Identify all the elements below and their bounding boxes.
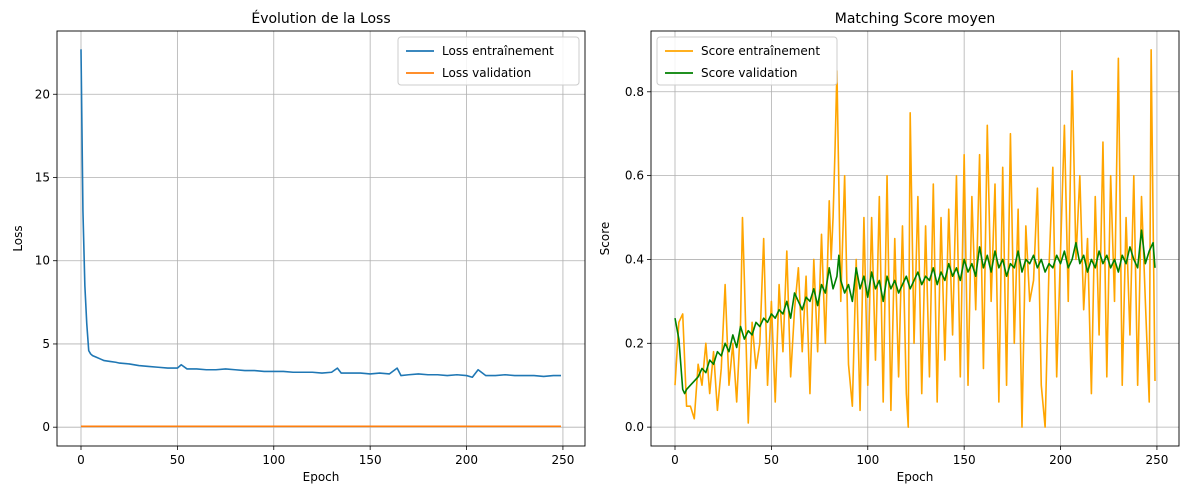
plot-area — [57, 31, 585, 446]
x-tick-label: 250 — [1145, 453, 1168, 467]
legend-box — [397, 36, 580, 86]
x-tick-label: 50 — [170, 453, 185, 467]
x-tick-label: 100 — [262, 453, 285, 467]
x-tick-label: 150 — [953, 453, 976, 467]
chart-title: Évolution de la Loss — [251, 10, 390, 27]
y-tick-label: 10 — [35, 254, 50, 268]
x-axis-label: Epoch — [303, 470, 340, 484]
y-tick-label: 0.2 — [625, 336, 644, 350]
y-axis-label: Loss — [11, 225, 25, 251]
x-tick-label: 200 — [455, 453, 478, 467]
axes-frame — [650, 30, 1180, 447]
x-tick-label: 150 — [359, 453, 382, 467]
y-tick-label: 0 — [42, 420, 50, 434]
chart-title: Matching Score moyen — [835, 11, 995, 27]
y-tick-label: 15 — [35, 170, 50, 184]
x-tick-label: 0 — [671, 453, 679, 467]
x-tick-label: 0 — [77, 453, 85, 467]
legend: Loss entraînement Loss validation — [397, 36, 580, 86]
x-tick-label: 100 — [856, 453, 879, 467]
y-tick-label: 20 — [35, 87, 50, 101]
chart-loss: 0 50 100 150 200 250 0 5 10 15 20 Évolution de la L… — [11, 10, 586, 484]
y-tick-label: 0.4 — [625, 252, 644, 266]
series-line-train — [80, 49, 561, 379]
x-tick-label: 50 — [764, 453, 779, 467]
legend-label: Score entraînement — [701, 44, 820, 58]
chart-matching-score: 0 50 100 150 200 250 0.0 0.2 0.4 0.6 0.8 Matching S… — [598, 11, 1180, 484]
y-tick-label: 0.0 — [625, 420, 644, 434]
axes-frame — [56, 30, 586, 447]
legend-label: Score validation — [701, 66, 798, 80]
y-tick-label: 0.8 — [625, 85, 644, 99]
legend: Score entraînement Score validation — [656, 36, 838, 86]
legend-label: Loss validation — [442, 66, 531, 80]
x-tick-label: 250 — [551, 453, 574, 467]
legend-box — [656, 36, 838, 86]
plot-area — [651, 31, 1179, 446]
legend-label: Loss entraînement — [442, 44, 554, 58]
series-line-train — [674, 49, 1156, 428]
series-line-validation — [674, 229, 1156, 395]
x-axis-label: Epoch — [897, 470, 934, 484]
y-axis-label: Score — [598, 222, 612, 256]
x-tick-label: 200 — [1049, 453, 1072, 467]
y-tick-label: 0.6 — [625, 169, 644, 183]
y-tick-label: 5 — [42, 337, 50, 351]
